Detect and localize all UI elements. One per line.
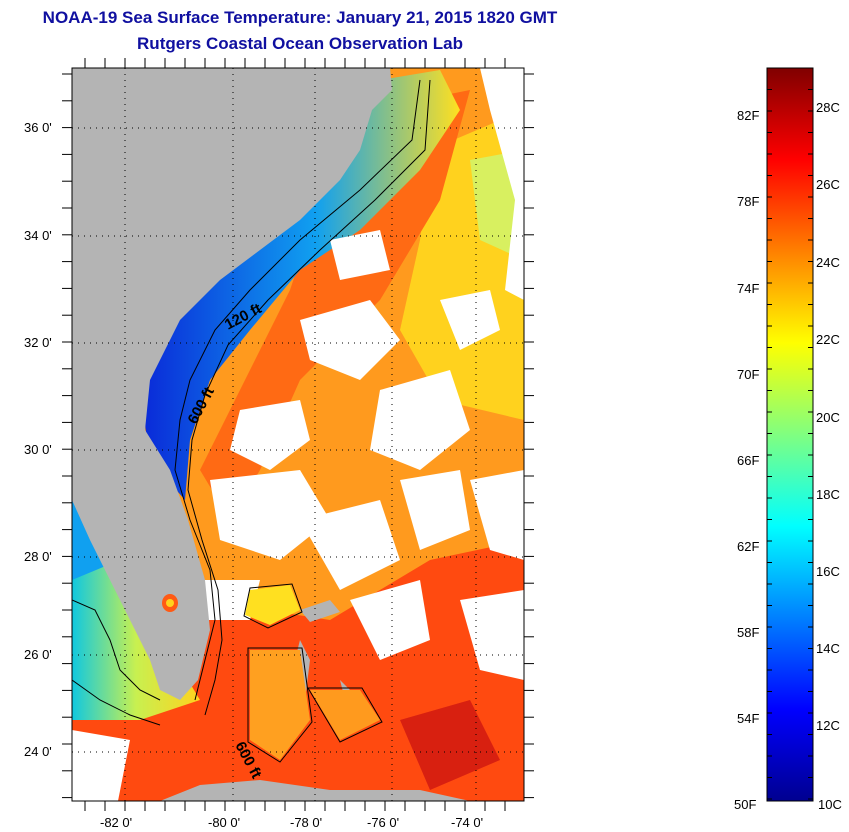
grand-bahama — [300, 600, 340, 622]
temperature-legend: 82F 78F 74F 70F 66F 62F 58F 54F 50F 28C … — [700, 60, 849, 832]
map-title: NOAA-19 Sea Surface Temperature: January… — [42, 8, 558, 27]
c-label-16: 16C — [816, 564, 840, 579]
lon-label-78: -78 0' — [290, 815, 322, 830]
c-label-24: 24C — [816, 255, 840, 270]
lake-okeechobee-center — [166, 599, 174, 607]
c-label-26: 26C — [816, 177, 840, 192]
florida-and-southeast-us — [72, 68, 392, 700]
colorbar-ticks — [767, 67, 813, 800]
graticule — [72, 68, 524, 801]
f-label-54: 54F — [737, 711, 760, 726]
cold-shelf-water — [140, 70, 460, 500]
f-label-82: 82F — [737, 108, 760, 123]
lat-label-32: 32 0' — [24, 335, 52, 350]
map-subtitle: Rutgers Coastal Ocean Observation Lab — [137, 34, 463, 53]
lon-label-80: -80 0' — [208, 815, 240, 830]
lon-label-82: -82 0' — [100, 815, 132, 830]
cuba — [160, 780, 470, 801]
lat-label-30: 30 0' — [24, 442, 52, 457]
map-frame — [71, 67, 525, 802]
c-label-18: 18C — [816, 487, 840, 502]
c-label-10: 10C — [818, 797, 842, 812]
hot-spot — [400, 700, 500, 790]
lat-label-24: 24 0' — [24, 744, 52, 759]
lat-label-36: 36 0' — [24, 120, 52, 135]
exuma-bank — [310, 690, 380, 740]
little-bahama-bank — [245, 585, 300, 625]
great-bahama-bank — [250, 650, 310, 760]
lon-label-76: -76 0' — [367, 815, 399, 830]
lon-label-74: -74 0' — [451, 815, 483, 830]
colorbar — [766, 67, 814, 802]
f-label-58: 58F — [737, 625, 760, 640]
f-label-50: 50F — [734, 797, 757, 812]
lat-label-34: 34 0' — [24, 228, 52, 243]
f-label-74: 74F — [737, 281, 760, 296]
f-label-70: 70F — [737, 367, 760, 382]
c-label-28: 28C — [816, 100, 840, 115]
f-label-66: 66F — [737, 453, 760, 468]
c-label-14: 14C — [816, 641, 840, 656]
axis-ticks — [62, 58, 534, 811]
colorbar-svg — [766, 67, 814, 802]
lat-label-26: 26 0' — [24, 647, 52, 662]
c-label-22: 22C — [816, 332, 840, 347]
c-label-20: 20C — [816, 410, 840, 425]
sst-map: 120 ft 600 ft 600 ft 36 0' 34 0' 32 0' 3… — [24, 58, 534, 830]
f-label-78: 78F — [737, 194, 760, 209]
cloud-cover — [72, 68, 524, 801]
lat-label-28: 28 0' — [24, 549, 52, 564]
c-label-12: 12C — [816, 718, 840, 733]
f-label-62: 62F — [737, 539, 760, 554]
